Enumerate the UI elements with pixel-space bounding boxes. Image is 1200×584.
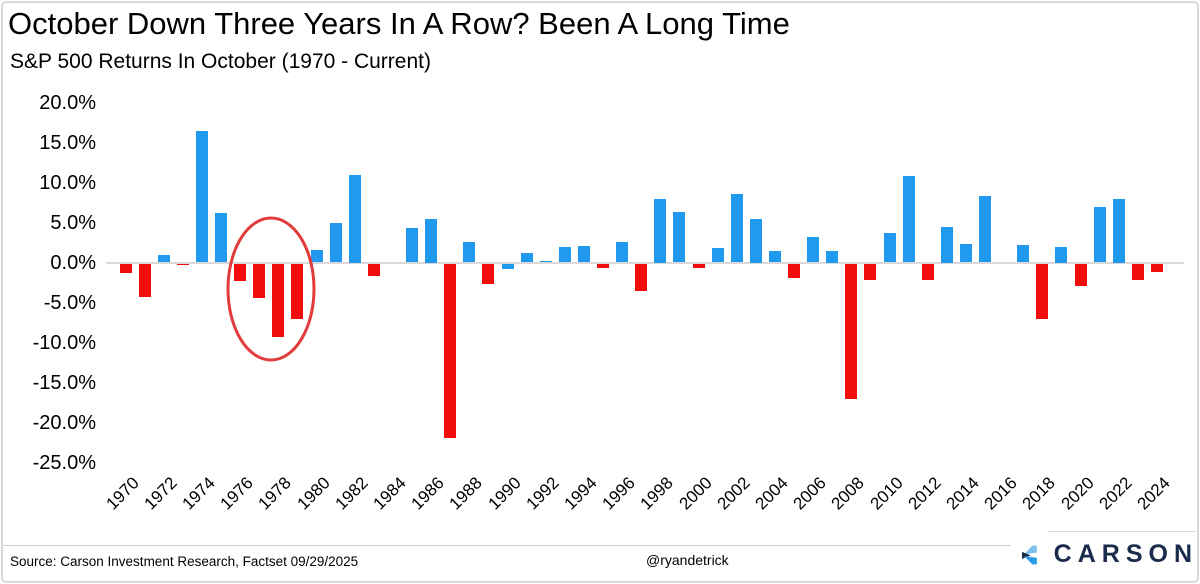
bar-1975 <box>215 212 227 263</box>
footer-divider-line <box>3 545 1011 546</box>
bar-1995 <box>597 263 609 268</box>
bar-2004 <box>768 251 781 263</box>
bar-2015 <box>979 196 991 263</box>
y-tick-label: 5.0% <box>50 211 96 234</box>
bar-2009 <box>864 263 877 280</box>
bar-1976 <box>234 263 247 282</box>
bar-1972 <box>157 255 170 263</box>
bar-1991 <box>520 252 533 263</box>
bar-1987 <box>444 263 457 438</box>
zero-axis-line <box>106 261 1184 264</box>
y-tick-label: -10.0% <box>32 331 96 354</box>
chart-subtitle: S&P 500 Returns In October (1970 - Curre… <box>10 50 431 73</box>
y-tick-label: -20.0% <box>32 411 96 434</box>
bar-1992 <box>539 260 552 263</box>
bar-2012 <box>921 263 934 280</box>
bar-2023 <box>1131 263 1144 281</box>
y-tick-label: -15.0% <box>32 371 96 394</box>
y-tick-label: 20.0% <box>39 91 96 114</box>
bar-1986 <box>425 218 438 263</box>
bar-1973 <box>176 263 189 265</box>
bar-1980 <box>310 249 323 263</box>
bar-2017 <box>1017 244 1030 263</box>
logo-top-line <box>1048 531 1196 532</box>
bar-2007 <box>826 250 839 263</box>
y-tick-label: 15.0% <box>39 131 96 154</box>
bar-2001 <box>711 248 724 263</box>
twitter-handle: @ryandetrick <box>646 552 729 568</box>
y-tick-label: -5.0% <box>43 291 96 314</box>
carson-logo-icon <box>1022 545 1037 565</box>
bar-2000 <box>692 263 705 268</box>
bar-2002 <box>730 193 743 263</box>
y-tick-label: -25.0% <box>32 451 96 474</box>
bar-2010 <box>883 232 896 263</box>
bar-1970 <box>119 263 132 274</box>
bar-2019 <box>1055 246 1068 263</box>
bar-2020 <box>1074 263 1087 286</box>
bar-1985 <box>406 228 418 263</box>
bar-2006 <box>807 236 820 263</box>
bar-1977 <box>253 263 266 298</box>
carson-logo: CARSON <box>1022 530 1198 580</box>
bar-2022 <box>1112 198 1125 263</box>
bar-1989 <box>482 263 495 284</box>
bar-2024 <box>1150 263 1163 272</box>
bar-1998 <box>654 198 667 263</box>
bar-1994 <box>577 245 590 263</box>
bar-1981 <box>329 223 342 263</box>
bar-1996 <box>616 241 629 263</box>
bar-1979 <box>291 263 304 319</box>
chart-title: October Down Three Years In A Row? Been … <box>8 6 790 41</box>
bar-1983 <box>367 263 380 276</box>
bar-1974 <box>195 131 208 263</box>
bar-2013 <box>940 226 953 263</box>
bar-1993 <box>558 247 571 263</box>
bar-2003 <box>749 218 762 263</box>
y-tick-label: 10.0% <box>39 171 96 194</box>
bar-2011 <box>902 176 915 263</box>
bar-1978 <box>272 263 285 338</box>
source-text: Source: Carson Investment Research, Fact… <box>10 554 359 569</box>
bar-2014 <box>959 244 972 263</box>
bar-1999 <box>673 212 686 263</box>
bar-2021 <box>1093 207 1106 263</box>
bar-1982 <box>348 174 361 263</box>
carson-logo-text: CARSON <box>1053 539 1198 568</box>
y-tick-label: 0.0% <box>50 251 96 274</box>
bar-1990 <box>501 263 514 270</box>
bar-2005 <box>788 263 800 278</box>
bar-2008 <box>845 263 858 399</box>
bar-1997 <box>635 263 648 291</box>
bar-2018 <box>1036 263 1049 319</box>
highlight-ellipse-annotation <box>226 216 316 362</box>
bar-1971 <box>138 263 151 298</box>
bar-1988 <box>463 241 476 263</box>
